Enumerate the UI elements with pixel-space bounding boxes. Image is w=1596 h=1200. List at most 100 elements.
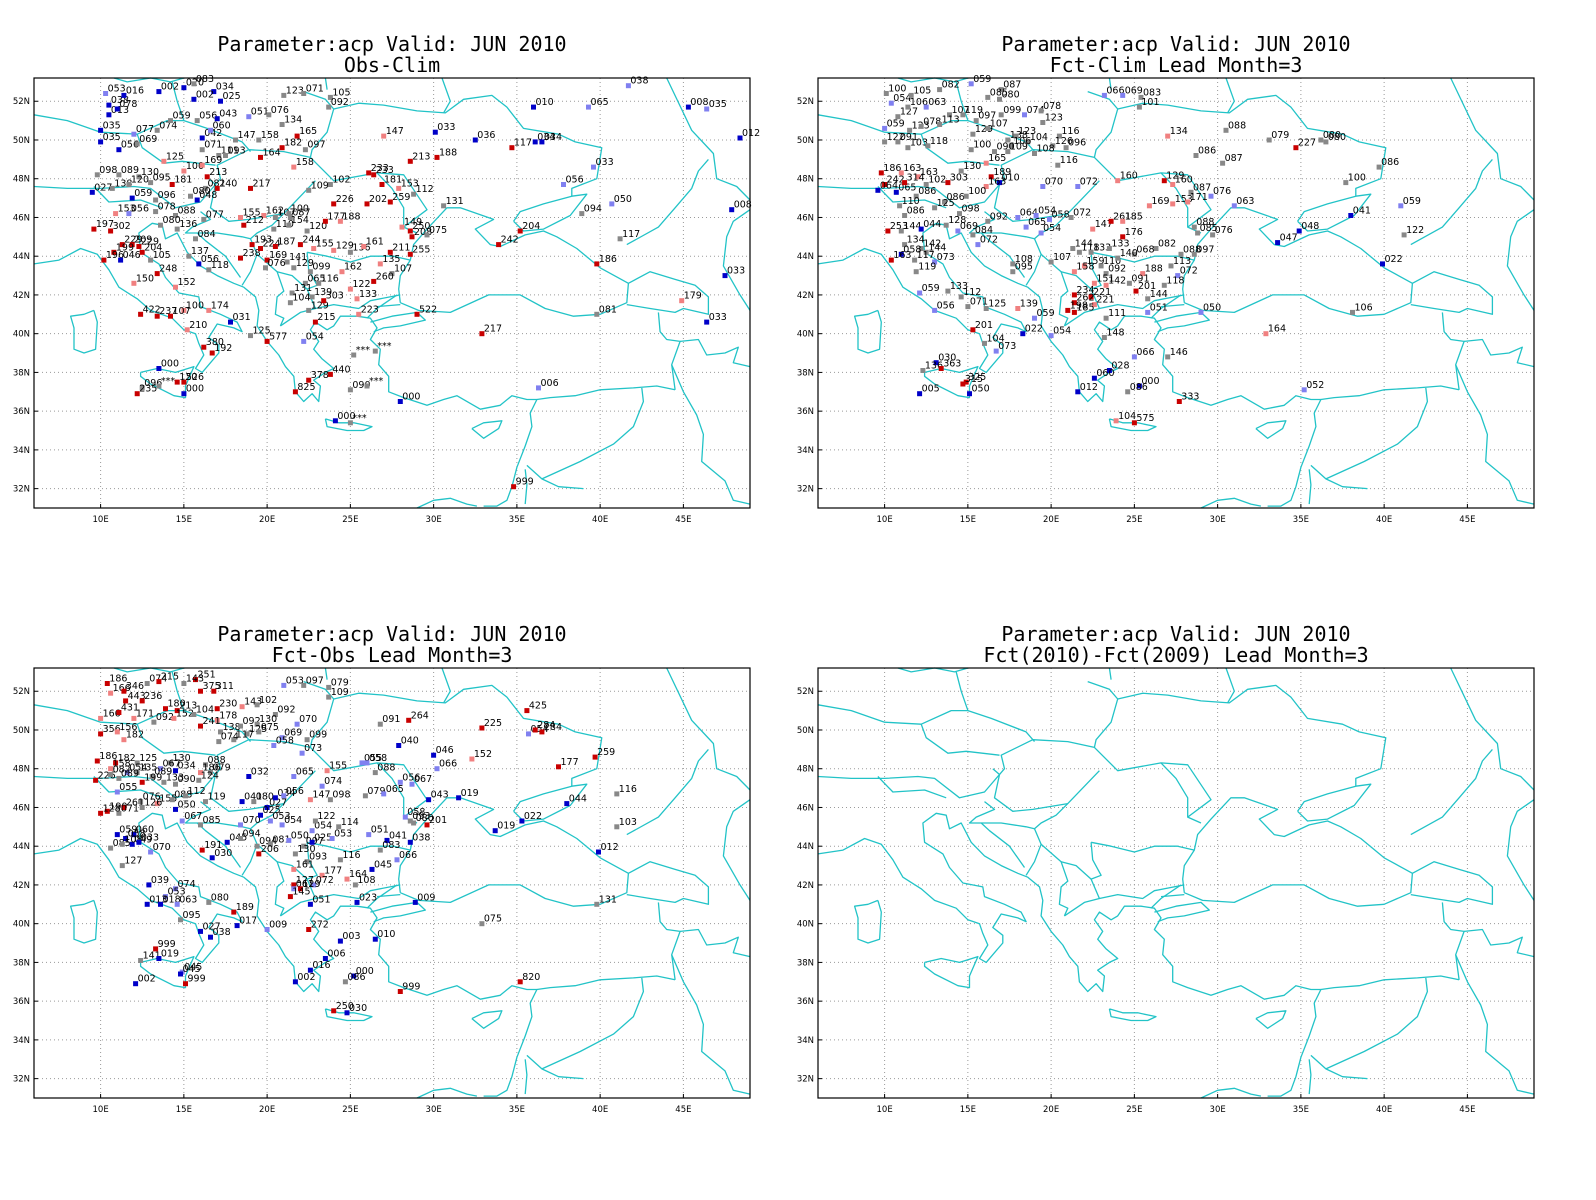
coastline (1200, 1087, 1262, 1099)
station-value: 201 (429, 815, 447, 826)
station-value: 056 (201, 254, 219, 265)
station-marker (347, 249, 353, 255)
station-value: 177 (327, 211, 345, 222)
station-value: 128 (103, 803, 121, 814)
station-value: 090 (178, 774, 196, 785)
station-value: 056 (937, 300, 955, 311)
station-value: 133 (359, 289, 377, 300)
station-marker (116, 147, 122, 153)
station-marker (364, 201, 370, 207)
station-value: 059 (119, 825, 137, 836)
station-marker (1133, 288, 1139, 294)
coastline (1060, 271, 1092, 290)
station-value: 045 (184, 962, 202, 973)
coastline (1182, 797, 1414, 907)
station-marker (124, 770, 130, 776)
station-marker (91, 226, 97, 232)
station-marker (337, 938, 343, 944)
coastline (171, 81, 185, 121)
station-value: 043 (431, 790, 449, 801)
station-value: 145 (292, 887, 310, 898)
station-marker (875, 187, 881, 193)
y-tick-label: 40N (797, 330, 814, 340)
station-value: 041 (1353, 206, 1371, 217)
station-value: 094 (584, 204, 602, 215)
station-value: 284 (544, 722, 562, 733)
station-value: 108 (357, 875, 375, 886)
station-marker (1193, 153, 1199, 158)
y-tick-label: 42N (797, 881, 814, 891)
station-value: 086 (947, 192, 965, 203)
station-marker (517, 228, 523, 234)
station-marker (238, 836, 243, 841)
station-value: 526 (186, 372, 204, 383)
y-tick-label: 42N (13, 881, 30, 891)
station-value: 161 (296, 859, 314, 870)
station-value: 443 (128, 691, 146, 702)
station-marker (1165, 354, 1171, 360)
station-value: 084 (198, 229, 216, 240)
coastline (1108, 77, 1112, 90)
station-marker (970, 131, 976, 137)
station-marker (902, 180, 908, 186)
station-marker (519, 818, 525, 824)
station-value: 093 (412, 811, 430, 822)
station-value: 189 (236, 902, 254, 913)
station-marker (1068, 215, 1074, 220)
station-marker (287, 215, 293, 220)
station-value: 091 (382, 714, 400, 725)
station-value: 104 (292, 293, 310, 304)
station-marker (992, 149, 997, 155)
station-value: 009 (269, 920, 287, 931)
station-value: 108 (1037, 144, 1055, 155)
station-value: 010 (377, 929, 395, 940)
station-marker (938, 366, 944, 371)
station-value: 085 (990, 87, 1008, 98)
station-marker (297, 886, 303, 892)
station-marker (256, 137, 262, 143)
station-value: 100 (888, 84, 906, 95)
station-value: 262 (1076, 293, 1094, 304)
station-value: 076 (143, 792, 161, 803)
station-marker (1343, 180, 1349, 186)
station-value: 059 (922, 283, 940, 294)
coastline (324, 418, 373, 432)
station-marker (965, 304, 971, 310)
station-value: 153 (1175, 194, 1193, 205)
coastlines-borders (817, 667, 1535, 1099)
station-value: 577 (269, 331, 287, 342)
station-value: 025 (314, 832, 332, 843)
station-marker (1195, 230, 1201, 236)
station-marker (319, 872, 325, 878)
station-value: 356 (103, 724, 121, 735)
station-value: 094 (243, 829, 261, 840)
y-tick-label: 48N (13, 175, 30, 185)
station-marker (594, 311, 600, 317)
station-value: 050 (178, 799, 196, 810)
station-marker (98, 715, 104, 721)
station-marker (154, 313, 160, 319)
station-marker (888, 100, 894, 106)
station-marker (372, 936, 378, 942)
station-marker (119, 841, 125, 847)
station-value: 098 (332, 790, 350, 801)
station-value: 064 (880, 180, 898, 191)
coastline (1308, 1059, 1312, 1095)
station-value: 363 (943, 359, 961, 370)
station-value: 158 (113, 759, 131, 770)
station-marker (729, 207, 735, 213)
coastline (197, 232, 251, 240)
station-marker (311, 882, 317, 888)
station-value: 119 (965, 105, 983, 116)
station-value: 311 (216, 681, 234, 692)
station-value: 082 (1158, 239, 1176, 250)
coastline (1410, 271, 1494, 315)
station-value: 315 (965, 374, 983, 385)
coastline (333, 94, 603, 197)
coastline (877, 186, 947, 209)
station-marker (396, 743, 402, 748)
station-value: 038 (111, 95, 129, 106)
station-value: 116 (321, 273, 339, 284)
station-value: 085 (1200, 223, 1218, 234)
station-value: 009 (417, 892, 435, 903)
